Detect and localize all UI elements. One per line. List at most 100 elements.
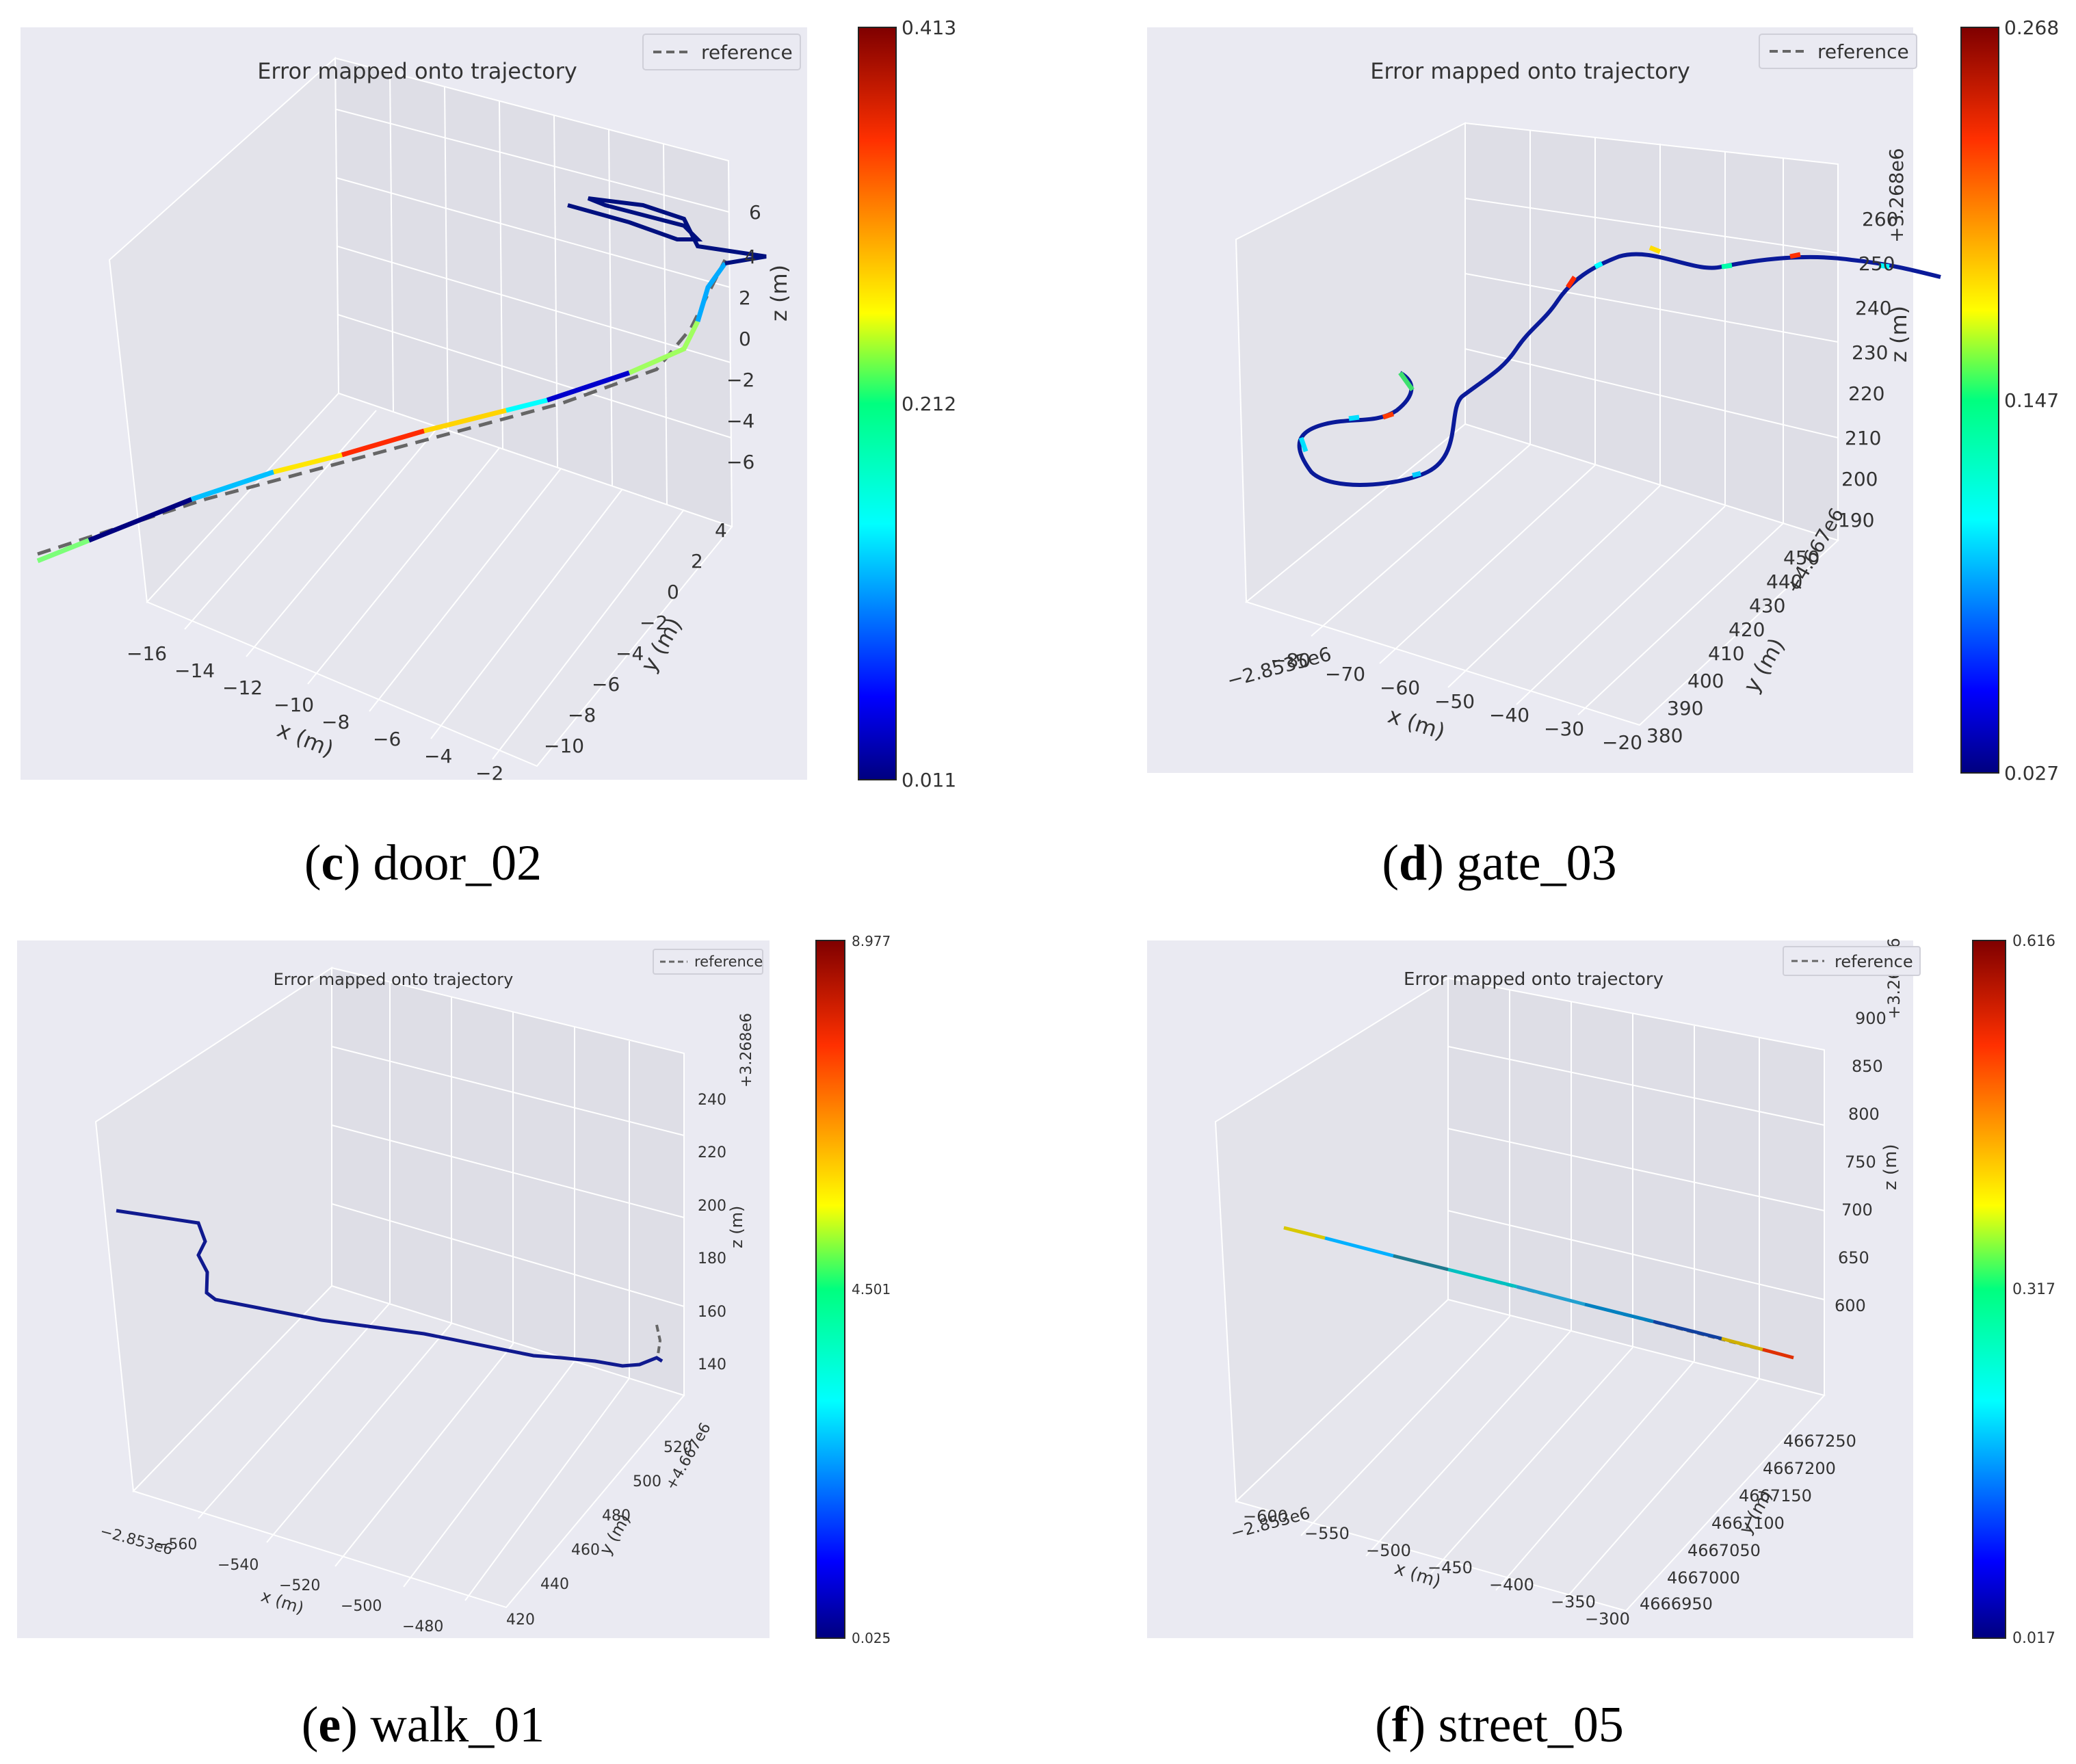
z-tick-label: −2 — [726, 369, 754, 391]
z-tick-label: 240 — [1855, 297, 1891, 319]
y-offset-label: +4.667e6 — [663, 1420, 715, 1493]
x-tick-label: −70 — [1325, 663, 1365, 685]
panel-e: −560 −540 −520 −500 −480 420 440 460 480… — [0, 917, 1038, 1764]
y-tick-label: 4 — [715, 519, 727, 542]
caption-letter: f — [1391, 1697, 1409, 1753]
y-tick-label: 440 — [1766, 570, 1802, 593]
y-tick-label: 460 — [571, 1542, 600, 1559]
tick-labels: −560 −540 −520 −500 −480 420 440 460 480… — [156, 1092, 726, 1635]
colorbar — [858, 27, 897, 780]
trajectory-segment — [1653, 1319, 1722, 1341]
colorbar-max-label: 8.977 — [852, 933, 891, 949]
trajectory-segment — [1516, 1285, 1586, 1306]
y-tick-label: 450 — [1783, 547, 1819, 569]
trajectory-segment — [546, 370, 631, 403]
chart-title: Error mapped onto trajectory — [1404, 969, 1664, 990]
trajectory-segment — [1584, 1302, 1654, 1324]
z-axis-label: z (m) — [727, 1206, 746, 1248]
trajectory-segment — [1789, 252, 1801, 259]
chart-svg: −80 −70 −60 −50 −40 −30 −20 380 390 400 … — [1224, 16, 2059, 785]
colorbar-max-label: 0.268 — [2004, 16, 2059, 39]
z-tick-label: 180 — [698, 1250, 726, 1267]
tick-labels: −80 −70 −60 −50 −40 −30 −20 380 390 400 … — [1270, 208, 1898, 754]
trajectory-segment — [341, 428, 425, 458]
legend-box — [642, 34, 801, 70]
reference-line — [37, 259, 727, 556]
trajectory-segment — [1594, 261, 1603, 269]
trajectory-segment — [36, 538, 90, 564]
legend-label: reference — [1835, 952, 1913, 971]
caption-letter: d — [1399, 835, 1428, 891]
trajectory-segment — [88, 497, 193, 543]
colorbar-mid-label: 0.147 — [2004, 389, 2059, 412]
legend-label: reference — [1817, 40, 1909, 63]
caption: (e) walk_01 — [301, 1697, 545, 1753]
z-axis-label: z (m) — [1886, 306, 1912, 363]
trajectory-segment — [1382, 411, 1395, 420]
gridlines — [1311, 130, 1839, 715]
x-tick-label: −20 — [1602, 731, 1642, 754]
z-tick-label: 240 — [698, 1092, 726, 1109]
z-tick-label: 160 — [698, 1304, 726, 1321]
z-tick-label: 700 — [1841, 1200, 1873, 1220]
chart-svg: −600 −550 −500 −450 −400 −350 −300 46669… — [1214, 933, 2055, 1647]
colorbar-mid-label: 0.317 — [2012, 1281, 2055, 1298]
z-tick-label: 220 — [1848, 382, 1884, 405]
colorbar — [1972, 940, 2006, 1639]
panel-d: −80 −70 −60 −50 −40 −30 −20 380 390 400 … — [1038, 0, 2076, 903]
x-tick-label: −400 — [1489, 1575, 1534, 1594]
legend-label: reference — [694, 953, 763, 970]
trajectory-segment — [1762, 1347, 1794, 1360]
x-tick-label: −350 — [1551, 1592, 1596, 1611]
caption: (d) gate_03 — [1382, 835, 1617, 891]
caption-name: walk_01 — [370, 1697, 545, 1753]
z-tick-label: 250 — [1858, 252, 1895, 275]
trajectory-segment — [190, 469, 275, 502]
z-tick-label: 900 — [1855, 1009, 1887, 1028]
legend-box — [1783, 946, 1921, 976]
x-tick-label: −520 — [279, 1577, 320, 1594]
chart-title: Error mapped onto trajectory — [257, 58, 577, 84]
y-tick-label: 4667250 — [1783, 1432, 1856, 1451]
y-tick-label: 4666950 — [1640, 1594, 1713, 1614]
trajectory-segment — [1447, 1267, 1517, 1289]
z-tick-label: 190 — [1838, 509, 1874, 531]
x-tick-label: −560 — [156, 1536, 197, 1553]
legend-box — [653, 949, 763, 975]
x-tick-label: −600 — [1243, 1507, 1288, 1526]
x-tick-label: −500 — [1366, 1541, 1411, 1560]
colorbar-min-label: 0.025 — [852, 1630, 891, 1646]
trajectory-segment — [1398, 371, 1415, 392]
caption: (c) door_02 — [304, 835, 542, 891]
caption-name: gate_03 — [1456, 835, 1617, 891]
panel-c: −16 −14 −12 −10 −8 −6 −4 −2 −10 −8 −6 −4… — [0, 0, 1038, 903]
trajectory-line — [1297, 252, 1941, 487]
y-tick-label: 0 — [667, 581, 679, 603]
y-tick-label: 380 — [1646, 724, 1683, 747]
x-tick-label: −6 — [373, 728, 401, 750]
y-tick-label: 4667100 — [1711, 1514, 1785, 1533]
y-tick-label: 4667050 — [1687, 1541, 1761, 1560]
z-tick-label: 210 — [1845, 427, 1881, 449]
colorbar-min-label: 0.017 — [2012, 1630, 2055, 1647]
trajectory-segment — [1412, 471, 1421, 478]
gridlines — [1300, 990, 1825, 1605]
y-tick-label: −8 — [568, 704, 596, 726]
x-tick-label: −50 — [1434, 690, 1475, 713]
x-tick-label: −2 — [475, 762, 503, 785]
caption-name: street_05 — [1438, 1697, 1624, 1753]
y-tick-label: −6 — [592, 673, 620, 696]
z-offset-label: +3.268e6 — [738, 1013, 755, 1088]
colorbar — [815, 940, 845, 1639]
chart-title: Error mapped onto trajectory — [1370, 58, 1690, 84]
x-tick-label: −500 — [341, 1598, 382, 1615]
trajectory-segment — [1324, 1236, 1394, 1258]
y-tick-label: −2 — [640, 611, 668, 634]
legend-label: reference — [701, 41, 793, 64]
tick-labels: −16 −14 −12 −10 −8 −6 −4 −2 −10 −8 −6 −4… — [127, 201, 761, 785]
trajectory-error-segments — [1298, 245, 1890, 478]
z-tick-label: 260 — [1862, 208, 1898, 231]
x-tick-label: −30 — [1544, 718, 1584, 740]
chart-title: Error mapped onto trajectory — [274, 970, 514, 989]
z-tick-label: 0 — [739, 328, 751, 350]
